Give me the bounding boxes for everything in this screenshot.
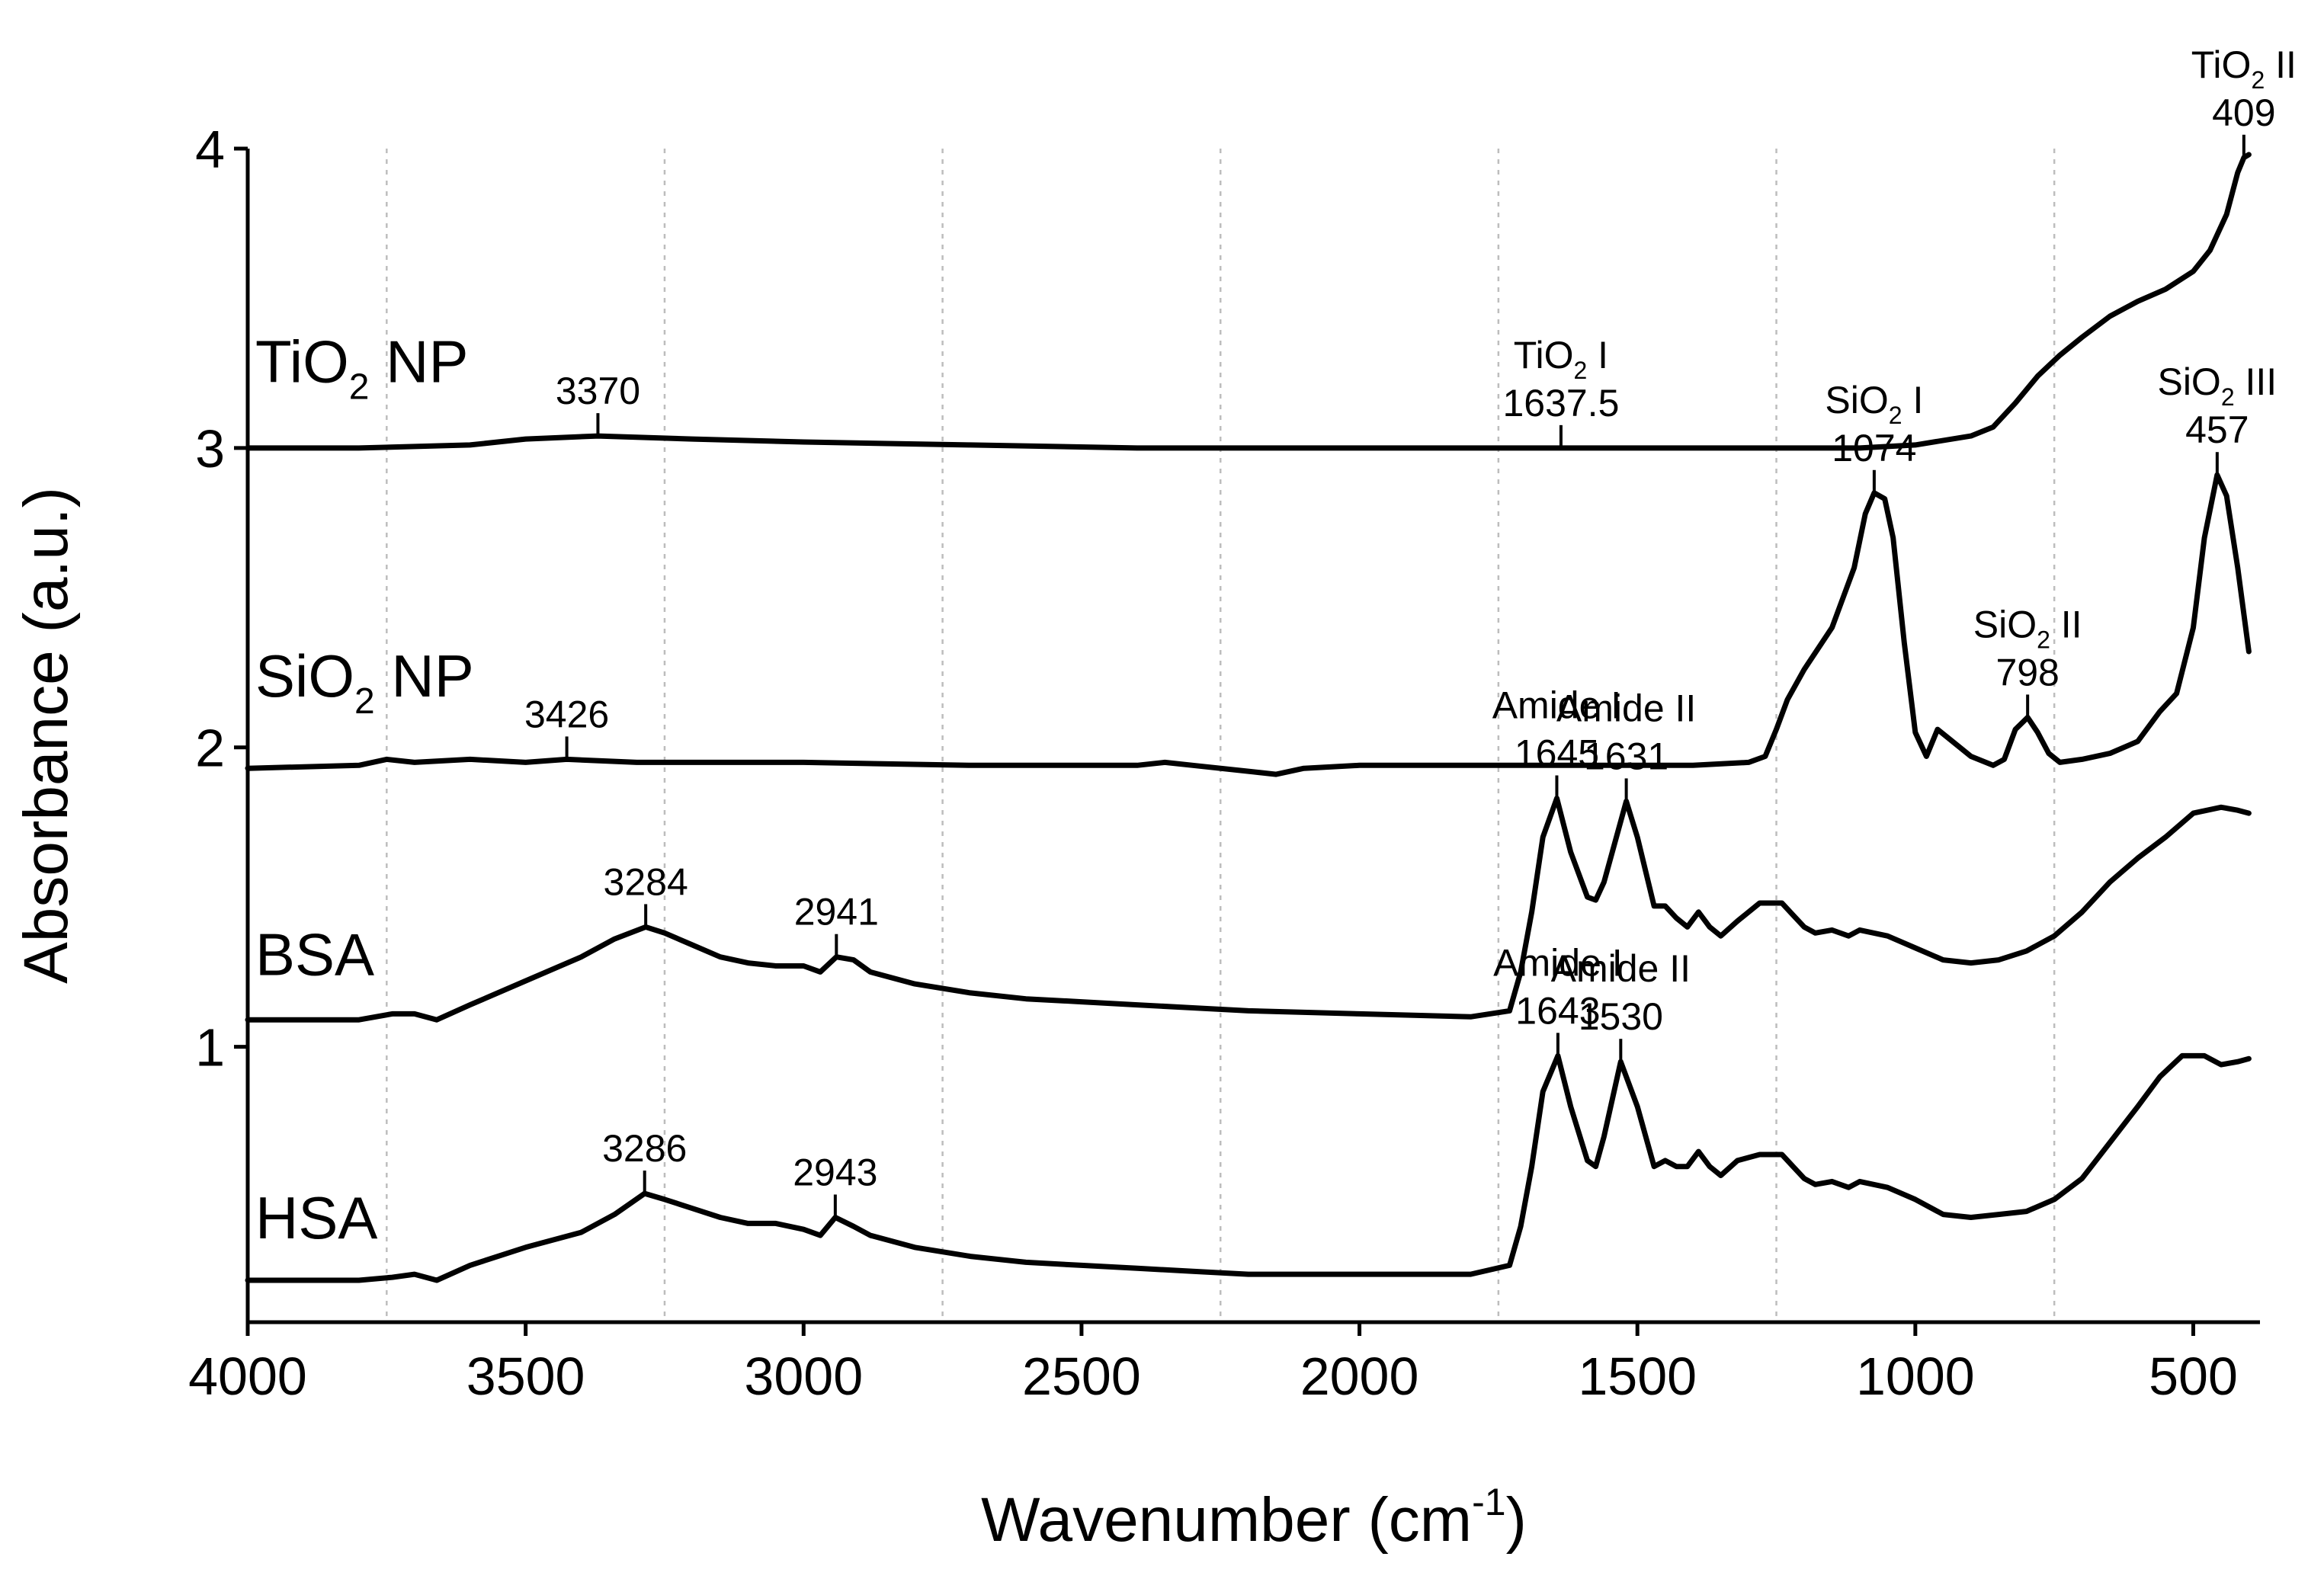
axes [245, 149, 2260, 1324]
x-axis-title-end: ) [1506, 1485, 1527, 1555]
annotation-hsa-1643: Amide I 1643 [1493, 941, 1623, 1056]
annotation-sio2-np-3426: 3426 [524, 693, 609, 760]
annotation-value: 3286 [602, 1127, 687, 1170]
annotation-value: 3426 [524, 693, 609, 735]
annotation-hsa-2943: 2943 [793, 1151, 877, 1218]
annotation-value: 1645 [1515, 732, 1599, 775]
spectrum-sio2-np [245, 472, 2252, 777]
annotation-value: 1530 [1579, 995, 1663, 1038]
annotation-label: SiO2 II [1973, 603, 2082, 653]
spectra [245, 152, 2252, 1283]
y-tick-label-4: 4 [195, 120, 225, 179]
x-tick-label-1000: 1000 [1856, 1347, 1975, 1406]
annotation-label: TiO2 II [2191, 43, 2297, 94]
axis-ticks: 4000 3500 3000 2500 2000 1500 1000 500 1 2 3 4 [188, 120, 2238, 1406]
annotation-value: 1631 [1584, 735, 1668, 777]
x-tick-label-3000: 3000 [744, 1347, 863, 1406]
spectrum-bsa [245, 796, 2252, 1023]
annotation-value: 1074 [1832, 427, 1916, 469]
y-tick-label-2: 2 [195, 719, 225, 778]
annotation-value: 409 [2212, 91, 2275, 134]
x-tick-label-1500: 1500 [1578, 1347, 1697, 1406]
annotation-label: Amide I [1492, 684, 1622, 727]
spectrum-tio2-np [245, 152, 2252, 451]
annotation-hsa-1530: Amide II 1530 [1551, 947, 1691, 1062]
x-tick-label-2500: 2500 [1022, 1347, 1141, 1406]
x-tick-label-4000: 4000 [188, 1347, 307, 1406]
x-axis-title: Wavenumber (cm-1) [981, 1481, 1527, 1555]
y-tick-label-1: 1 [195, 1018, 225, 1078]
y-tick-label-3: 3 [195, 419, 225, 479]
annotation-value: 2941 [794, 891, 879, 934]
annotation-bsa-1645: Amide I 1645 [1492, 684, 1622, 799]
series-label-sio2-np: SiO2 NP [255, 642, 474, 722]
x-tick-label-2000: 2000 [1300, 1347, 1419, 1406]
annotation-label: Amide II [1556, 687, 1696, 729]
annotation-bsa-1631: Amide II 1631 [1556, 687, 1696, 802]
x-tick-label-3500: 3500 [466, 1347, 585, 1406]
series-label-hsa: HSA [255, 1184, 377, 1251]
annotation-value: 3370 [556, 370, 640, 412]
annotation-bsa-3284: 3284 [604, 860, 688, 927]
annotation-label: TiO2 I [1514, 334, 1608, 384]
annotation-label: Amide I [1493, 941, 1623, 984]
annotation-label: Amide II [1551, 947, 1691, 990]
annotation-tio2-np-3370: 3370 [556, 370, 640, 437]
annotation-bsa-2941: 2941 [794, 891, 879, 957]
annotation-value: 1637.5 [1502, 382, 1619, 424]
x-tick-label-500: 500 [2149, 1347, 2238, 1406]
annotation-label: SiO2 III [2157, 360, 2277, 411]
annotation-value: 3284 [604, 860, 688, 903]
annotation-label: SiO2 I [1825, 379, 1923, 429]
spectrum-hsa [245, 1052, 2252, 1283]
series-label-tio2-np: TiO2 NP [255, 328, 469, 407]
annotation-value: 457 [2185, 408, 2249, 451]
x-axis-title-sup: -1 [1472, 1481, 1505, 1523]
annotation-value: 798 [1995, 651, 2059, 693]
annotation-value: 1643 [1515, 989, 1600, 1032]
x-axis-title-main: Wavenumber (cm [981, 1485, 1472, 1555]
y-axis-title: Absorbance (a.u.) [11, 487, 81, 984]
annotation-hsa-3286: 3286 [602, 1127, 687, 1194]
series-label-bsa: BSA [255, 921, 374, 988]
annotation-value: 2943 [793, 1151, 877, 1194]
series-labels: HSA BSA SiO2 NP TiO2 NP [255, 328, 474, 1251]
